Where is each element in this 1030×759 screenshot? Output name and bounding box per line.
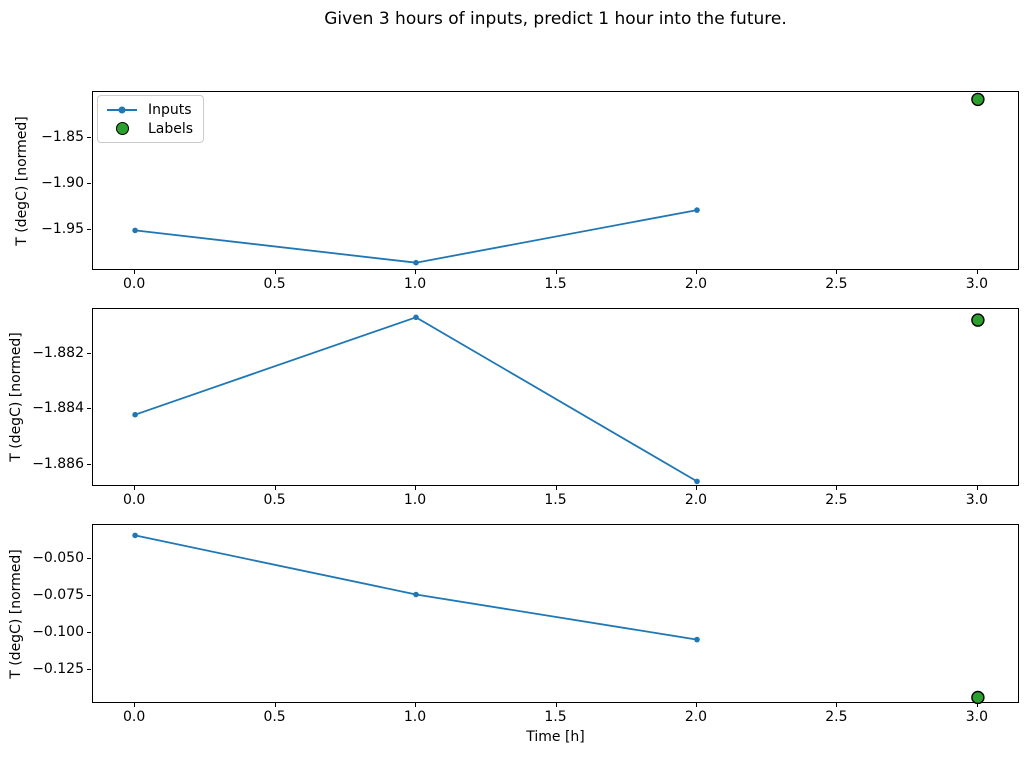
subplot-1-inputs-point [132, 227, 138, 234]
subplot-3-x-tick-label: 1.5 [544, 709, 567, 725]
subplot-2-x-tick-label: 1.5 [544, 492, 567, 508]
subplot-1-x-tick [976, 270, 978, 274]
subplot-3-axes [92, 524, 1019, 704]
subplot-3-x-tick-label: 0.0 [122, 709, 146, 725]
subplot-2-x-tick-label: 3.0 [965, 492, 988, 508]
subplot-3-x-tick [555, 703, 557, 707]
subplot-1-y-tick [87, 137, 91, 139]
subplot-2-axes [92, 308, 1019, 486]
subplot-2-x-tick-label: 0.5 [263, 492, 286, 508]
subplot-2-inputs-point [694, 478, 700, 485]
subplot-2-y-tick [87, 463, 91, 465]
subplot-1-x-tick [134, 270, 136, 274]
subplot-1-x-tick-label: 2.5 [825, 276, 848, 292]
inputs-line-marker-icon [105, 106, 139, 113]
subplot-2-x-tick-label: 2.0 [684, 492, 708, 508]
subplot-1-inputs-point [413, 259, 419, 266]
legend-entry-inputs: Inputs [105, 100, 193, 119]
subplot-1-inputs-point [694, 207, 700, 213]
subplot-2-canvas [132, 313, 985, 485]
legend-labels-label: Labels [148, 120, 194, 137]
subplot-3-y-tick-label: −0.050 [32, 550, 84, 567]
subplot-2-y-tick-label: −1.886 [32, 455, 84, 472]
subplot-1-y-tick [87, 183, 91, 185]
subplot-1-y-tick-label: −1.95 [41, 221, 84, 238]
subplot-1-x-tick-label: 3.0 [965, 276, 988, 292]
subplot-3-y-tick-label: −0.100 [32, 623, 84, 640]
subplot-3-x-tick [134, 703, 136, 707]
subplot-3-y-tick [87, 668, 91, 670]
subplot-3-x-tick [836, 703, 838, 707]
subplot-1-y-tick-label: −1.90 [41, 175, 84, 192]
subplot-1-y-axis-label: T (degC) [normed] [14, 115, 30, 246]
subplot-1-x-tick [695, 270, 697, 274]
subplot-3-canvas [132, 532, 985, 704]
subplot-1-x-tick-label: 1.0 [403, 276, 427, 292]
subplot-1-x-tick-label: 1.5 [544, 276, 567, 292]
subplot-3-y-tick-label: −0.125 [32, 660, 84, 677]
subplot-3-x-tick-label: 3.0 [965, 709, 988, 725]
subplot-2-y-tick [87, 352, 91, 354]
subplot-3-y-axis-label: T (degC) [normed] [8, 548, 24, 679]
subplot-1-x-tick [415, 270, 417, 274]
subplot-2-x-tick-label: 0.0 [122, 492, 146, 508]
subplot-2-x-tick-label: 1.0 [403, 492, 427, 508]
subplot-3-labels-point [971, 690, 985, 704]
subplot-1-x-tick-label: 0.0 [122, 276, 146, 292]
subplot-3-x-tick [415, 703, 417, 707]
subplot-3-y-tick [87, 631, 91, 633]
subplot-3-inputs-point [132, 532, 138, 539]
subplot-1-x-tick [555, 270, 557, 274]
subplot-3-inputs-point [413, 591, 419, 598]
subplot-1-y-tick [87, 229, 91, 231]
subplot-3-x-tick-label: 2.0 [684, 709, 708, 725]
subplot-1-y-tick-label: −1.85 [41, 129, 84, 146]
subplot-1-axes [92, 91, 1019, 270]
subplot-3-x-tick [274, 703, 276, 707]
subplot-1-x-tick [836, 270, 838, 274]
subplot-3-inputs-point [694, 636, 700, 643]
legend-inputs-label: Inputs [148, 101, 192, 118]
subplot-2-x-tick [555, 486, 557, 490]
subplot-3-x-tick-label: 0.5 [263, 709, 286, 725]
subplot-2-y-tick-label: −1.882 [32, 344, 84, 361]
x-axis-label: Time [h] [526, 729, 585, 745]
subplot-2-labels-point [971, 313, 985, 327]
subplot-2-y-axis-label: T (degC) [normed] [8, 332, 24, 462]
subplot-3-x-tick [976, 703, 978, 707]
figure-title: Given 3 hours of inputs, predict 1 hour … [324, 9, 787, 29]
subplot-2-x-tick [836, 486, 838, 490]
subplot-2-x-tick [274, 486, 276, 490]
subplot-3-x-tick-label: 2.5 [825, 709, 848, 725]
subplot-2-inputs-line [134, 316, 698, 483]
subplot-1-x-tick-label: 0.5 [263, 276, 286, 292]
subplot-2-x-tick [415, 486, 417, 490]
subplot-2-y-tick [87, 408, 91, 410]
subplot-2-x-tick [976, 486, 978, 490]
subplot-3-y-tick-label: −0.075 [32, 587, 84, 603]
subplot-3-x-tick-label: 1.0 [403, 709, 427, 725]
subplot-3-y-tick [87, 595, 91, 596]
subplot-1-x-tick [274, 270, 276, 274]
subplot-2-inputs-point [132, 411, 138, 418]
subplot-1-x-tick-label: 2.0 [684, 276, 708, 292]
subplot-2-x-tick [695, 486, 697, 490]
subplot-2-x-tick-label: 2.5 [825, 492, 848, 508]
legend-entry-labels: Labels [105, 119, 193, 138]
subplot-1-labels-point [971, 92, 985, 107]
subplot-3-x-tick [695, 703, 697, 707]
subplot-3-y-tick [87, 558, 91, 560]
subplot-1-inputs-line [134, 209, 698, 264]
subplot-1-canvas [132, 92, 985, 266]
subplot-2-inputs-point [413, 314, 419, 321]
subplot-2-x-tick [134, 486, 136, 490]
legend: Inputs Labels [97, 95, 205, 143]
labels-circle-marker-icon [105, 122, 139, 135]
subplot-3-inputs-line [134, 534, 698, 641]
subplot-2-y-tick-label: −1.884 [32, 400, 84, 417]
